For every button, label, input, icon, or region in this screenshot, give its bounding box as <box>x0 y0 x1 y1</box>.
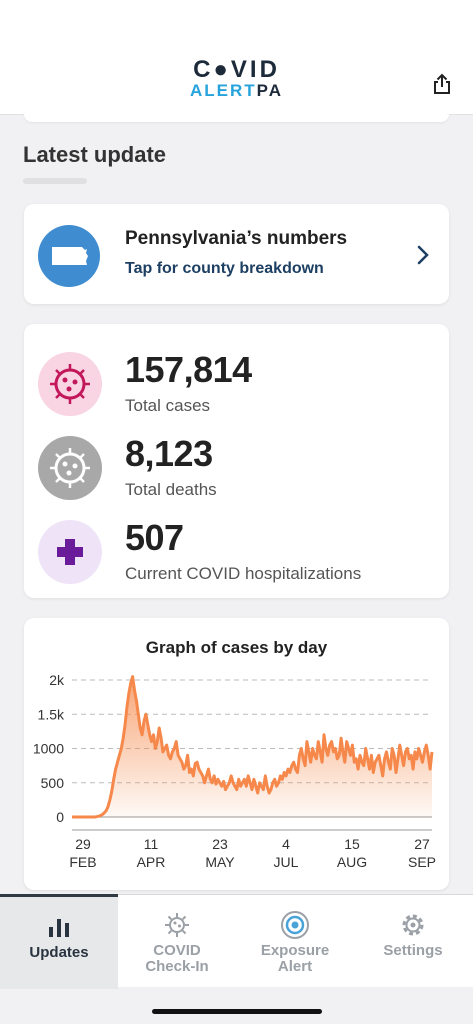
logo-alert-text: ALERT <box>189 81 257 100</box>
y-tick-label: 0 <box>56 809 64 825</box>
x-tick-day-label: 23 <box>212 836 228 852</box>
chevron-right-icon <box>417 245 429 265</box>
pa-card-subtitle: Tap for county breakdown <box>125 260 324 277</box>
stat-total-cases: 157,814 Total cases <box>24 344 449 424</box>
y-tick-label: 500 <box>41 775 65 791</box>
y-tick-label: 1.5k <box>38 706 65 722</box>
total-cases-value: 157,814 <box>125 349 252 390</box>
cases-chart-card: Graph of cases by day 2k 1.5k 1000 500 0 29 F… <box>24 618 449 890</box>
home-indicator <box>152 1009 322 1014</box>
hospitalizations-value: 507 <box>125 517 184 558</box>
x-tick-month-label: AUG <box>337 854 367 870</box>
logo-top-text: C●VID <box>193 56 280 83</box>
tab-exposure-alert[interactable]: Exposure Alert <box>236 895 354 987</box>
tab-exposure-alert-label: Exposure Alert <box>236 943 354 975</box>
total-deaths-value: 8,123 <box>125 433 213 474</box>
hospitalizations-label: Current COVID hospitalizations <box>125 564 362 583</box>
tab-covid-check-in-label: COVID Check-In <box>118 943 236 975</box>
share-icon[interactable] <box>430 72 454 96</box>
pa-card-title: Pennsylvania’s numbers <box>125 228 348 249</box>
tab-settings-label: Settings <box>383 942 443 959</box>
covid-alert-pa-logo: C●VID ALERTPA <box>0 58 473 100</box>
tab-covid-check-in-label-line2: Check-In <box>145 958 209 975</box>
bottom-tab-bar: Updates COVID Check-In Exposure Alert <box>0 894 473 989</box>
section-title: Latest update <box>23 142 167 167</box>
tab-exposure-alert-label-line1: Exposure <box>260 942 330 959</box>
x-tick-month-label: MAY <box>205 854 235 870</box>
x-tick-day-label: 4 <box>282 836 290 852</box>
exposure-icon <box>281 911 309 939</box>
y-tick-label: 2k <box>49 672 65 688</box>
tab-updates[interactable]: Updates <box>0 894 118 989</box>
total-cases-label: Total cases <box>125 396 211 415</box>
cases-virus-icon <box>38 352 102 416</box>
medical-cross-icon <box>38 520 102 584</box>
cases-by-day-chart: 2k 1.5k 1000 500 0 29 FEB 11 APR 23 MAY 4 JUL 15 AUG 2… <box>33 672 436 870</box>
stat-hospitalizations: 507 Current COVID hospitalizations <box>24 512 449 592</box>
tab-covid-check-in-label-line1: COVID <box>153 942 201 959</box>
tab-updates-label: Updates <box>29 944 89 961</box>
pennsylvania-map-icon <box>38 225 100 287</box>
x-tick-day-label: 11 <box>144 836 159 852</box>
gear-icon <box>402 914 424 936</box>
cases-line <box>72 675 434 819</box>
previous-card-edge <box>24 114 449 122</box>
tab-exposure-alert-label-line2: Alert <box>277 958 313 975</box>
stat-total-deaths: 8,123 Total deaths <box>24 428 449 508</box>
bar-chart-icon <box>49 919 69 937</box>
section-title-underline <box>23 178 87 184</box>
logo-pa-text: PA <box>256 81 284 100</box>
x-tick-day-label: 27 <box>414 836 430 852</box>
logo-bottom-text: ALERTPA <box>0 82 473 100</box>
x-tick-day-label: 15 <box>344 836 360 852</box>
x-tick-month-label: SEP <box>408 854 436 870</box>
cases-area <box>72 676 432 817</box>
x-tick-day-label: 29 <box>75 836 91 852</box>
y-tick-label: 1000 <box>33 741 64 757</box>
x-tick-month-label: FEB <box>69 854 96 870</box>
tab-covid-check-in[interactable]: COVID Check-In <box>118 895 236 987</box>
x-tick-month-label: APR <box>137 854 166 870</box>
app-header: C●VID ALERTPA <box>0 0 473 115</box>
statistics-card: 157,814 Total cases 8,123 Total deaths <box>24 324 449 598</box>
deaths-virus-icon <box>38 436 102 500</box>
tab-settings[interactable]: Settings <box>354 895 472 987</box>
chart-title: Graph of cases by day <box>145 638 328 657</box>
virus-icon <box>165 913 189 937</box>
total-deaths-label: Total deaths <box>125 480 217 499</box>
x-tick-month-label: JUL <box>274 854 299 870</box>
pennsylvania-numbers-card[interactable]: Pennsylvania’s numbers Tap for county br… <box>24 204 449 304</box>
